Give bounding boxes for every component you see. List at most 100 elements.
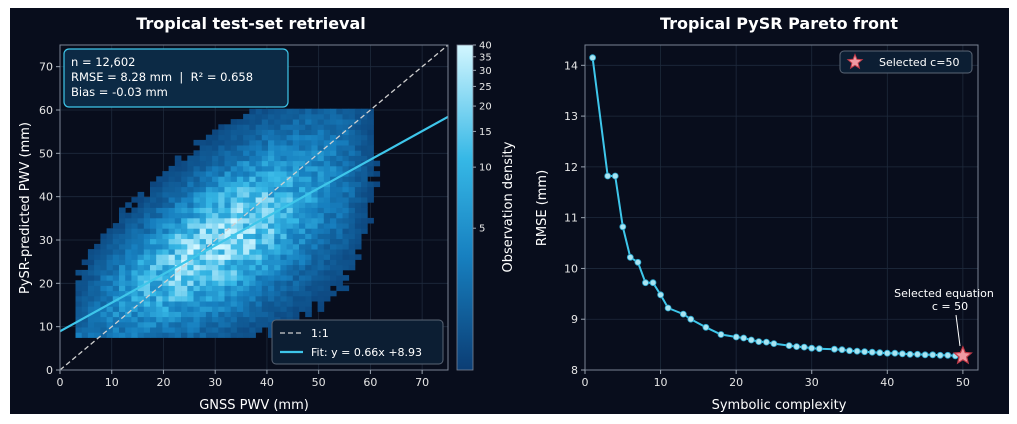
density-cell (236, 197, 244, 203)
density-cell (143, 290, 151, 297)
density-cell (367, 197, 374, 203)
density-cell (255, 181, 263, 188)
density-cell (336, 124, 343, 130)
density-cell (236, 129, 244, 136)
density-cell (131, 233, 138, 240)
density-cell (236, 301, 244, 307)
density-cell (81, 321, 89, 328)
density-cell (361, 223, 368, 229)
density-cell (193, 165, 201, 172)
density-cell (199, 223, 207, 229)
density-cell (299, 186, 306, 193)
density-cell (125, 321, 132, 328)
density-cell (336, 249, 343, 255)
density-cell (174, 202, 182, 208)
density-cell (193, 301, 201, 307)
density-cell (255, 207, 263, 214)
density-cell (243, 332, 250, 338)
density-cell (236, 119, 244, 125)
density-cell (174, 181, 182, 188)
density-cell (255, 150, 263, 156)
density-cell (323, 176, 331, 182)
density-cell (317, 223, 325, 229)
density-cell (323, 155, 331, 162)
density-cell (336, 181, 343, 188)
density-cell (224, 233, 232, 240)
density-cell (274, 113, 281, 120)
density-cell (230, 243, 238, 250)
density-cell (174, 259, 182, 266)
density-cell (348, 119, 356, 125)
density-cell (261, 191, 269, 198)
density-cell (243, 150, 250, 156)
density-cell (342, 264, 350, 271)
density-cell (249, 145, 256, 151)
density-cell (137, 269, 145, 276)
colorbar-gradient (456, 44, 474, 371)
density-cell (323, 113, 331, 120)
density-cell (311, 217, 318, 224)
density-cell (205, 155, 213, 162)
density-cell (261, 223, 269, 229)
left-x-ticks: 0 10 20 30 40 50 60 70 (57, 370, 429, 389)
density-cell (323, 186, 331, 193)
density-cell (143, 243, 151, 250)
density-cell (112, 264, 120, 271)
density-cell (268, 186, 275, 193)
density-cell (131, 332, 138, 338)
density-cell (361, 212, 368, 219)
density-cell (268, 160, 275, 167)
density-cell (212, 139, 219, 146)
density-cell (286, 223, 294, 229)
density-cell (199, 160, 207, 167)
density-cell (280, 171, 287, 177)
density-cell (348, 129, 356, 136)
density-cell (224, 150, 232, 156)
density-cell (261, 217, 269, 224)
density-cell (112, 306, 120, 312)
density-cell (311, 280, 318, 286)
density-cell (100, 275, 107, 281)
density-cell (255, 134, 263, 141)
right-y-tick-label: 9 (571, 313, 578, 326)
density-cell (361, 139, 368, 146)
density-cell (243, 316, 250, 323)
density-cell (131, 254, 138, 260)
density-cell (249, 165, 256, 172)
density-cell (193, 186, 201, 193)
density-cell (75, 295, 83, 302)
density-cell (292, 259, 300, 266)
density-cell (255, 327, 263, 333)
density-cell (336, 269, 343, 276)
density-cell (187, 223, 194, 229)
density-cell (255, 249, 263, 255)
density-cell (292, 254, 300, 260)
density-cell (354, 160, 362, 167)
density-cell (305, 269, 312, 276)
density-cell (94, 332, 101, 338)
density-cell (286, 176, 294, 182)
density-cell (243, 233, 250, 240)
density-cell (100, 321, 107, 328)
density-cell (94, 311, 101, 318)
density-cell (168, 280, 176, 286)
density-cell (286, 186, 294, 193)
density-cell (193, 332, 201, 338)
density-cell (261, 124, 269, 130)
density-cell (268, 197, 275, 203)
density-cell (286, 150, 294, 156)
left-x-tick-label: 50 (312, 376, 326, 389)
density-cell (100, 295, 107, 302)
density-cell (330, 124, 337, 130)
density-cell (174, 160, 182, 167)
density-cell (181, 191, 188, 198)
density-cell (106, 243, 114, 250)
density-cell (330, 290, 337, 297)
density-cell (274, 212, 281, 219)
density-cell (218, 129, 225, 136)
density-cell (193, 191, 201, 198)
density-cell (150, 212, 157, 219)
density-cell (137, 306, 145, 312)
density-cell (243, 238, 250, 245)
